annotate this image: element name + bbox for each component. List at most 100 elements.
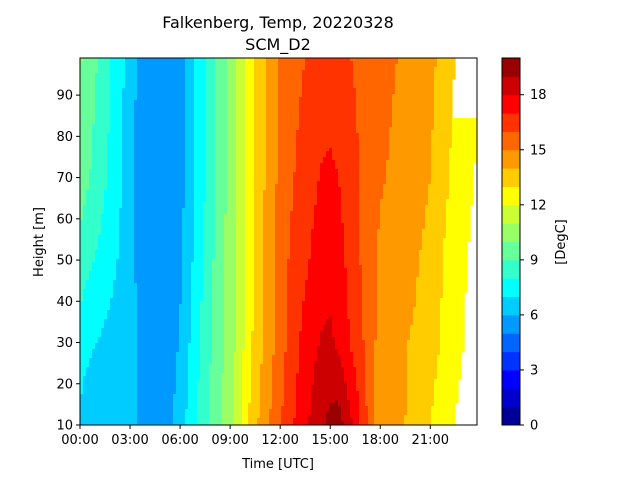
contour-cell <box>275 286 288 290</box>
contour-cell <box>221 421 234 425</box>
contour-cell <box>194 64 207 68</box>
contour-cell <box>194 61 207 65</box>
contour-cell <box>425 220 447 224</box>
contour-cell <box>233 364 243 368</box>
contour-cell <box>236 340 246 344</box>
contour-cell <box>236 313 246 317</box>
contour-cell <box>188 361 201 365</box>
contour-cell <box>80 97 96 101</box>
contour-cell <box>194 124 207 128</box>
contour-cell <box>185 94 195 98</box>
contour-cell <box>296 391 312 395</box>
contour-cell <box>374 352 408 356</box>
contour-cell <box>80 328 102 332</box>
contour-cell <box>134 214 183 218</box>
contour-cell <box>215 202 228 206</box>
contour-cell <box>362 337 378 341</box>
contour-cell <box>173 406 189 410</box>
contour-cell <box>287 307 303 311</box>
contour-cell <box>299 337 321 341</box>
contour-cell <box>236 280 246 284</box>
contour-cell <box>227 88 237 92</box>
contour-cell <box>431 409 456 413</box>
contour-cell <box>386 175 432 179</box>
contour-cell <box>194 79 207 83</box>
contour-cell <box>122 142 135 146</box>
contour-cell <box>446 208 471 212</box>
contour-cell <box>137 349 180 353</box>
contour-cell <box>254 232 264 236</box>
chart-title: Falkenberg, Temp, 20220328 <box>162 13 394 32</box>
contour-cell <box>206 103 216 107</box>
contour-cell <box>251 370 261 374</box>
contour-cell <box>266 100 279 104</box>
contour-cell <box>338 181 360 185</box>
contour-cell <box>284 391 297 395</box>
contour-cell <box>236 73 246 77</box>
contour-cell <box>233 361 243 365</box>
contour-cell <box>290 211 315 215</box>
contour-cell <box>302 316 330 320</box>
contour-cell <box>95 73 111 77</box>
contour-cell <box>332 319 351 323</box>
contour-cell <box>242 397 252 401</box>
colorbar-segment <box>502 351 520 371</box>
contour-cell <box>194 130 207 134</box>
contour-cell <box>122 193 135 197</box>
contour-cell <box>332 331 351 335</box>
contour-cell <box>113 295 138 299</box>
contour-cell <box>296 154 327 158</box>
contour-cell <box>434 124 453 128</box>
contour-cell <box>194 100 207 104</box>
contour-cell <box>122 154 135 158</box>
contour-cell <box>350 343 366 347</box>
contour-cell <box>176 361 189 365</box>
contour-cell <box>185 166 195 170</box>
contour-cell <box>134 244 183 248</box>
contour-cell <box>395 64 438 68</box>
contour-cell <box>251 373 261 377</box>
contour-cell <box>317 202 342 206</box>
contour-cell <box>227 109 237 113</box>
contour-cell <box>344 262 360 266</box>
contour-cell <box>380 214 426 218</box>
contour-cell <box>182 301 192 305</box>
colorbar-segment <box>502 241 520 261</box>
contour-cell <box>80 235 99 239</box>
contour-cell <box>215 97 228 101</box>
contour-cell <box>296 412 312 416</box>
contour-cell <box>275 319 288 323</box>
contour-cell <box>422 238 444 242</box>
contour-cell <box>200 346 213 350</box>
contour-cell <box>236 133 246 137</box>
contour-cell <box>182 265 192 269</box>
contour-cell <box>227 142 237 146</box>
contour-cell <box>227 127 237 131</box>
colorbar-label: [DegC] <box>554 219 569 264</box>
contour-cell <box>179 331 192 335</box>
contour-cell <box>215 85 228 89</box>
contour-cell <box>236 346 246 350</box>
contour-cell <box>185 58 195 62</box>
contour-cell <box>185 202 195 206</box>
contour-cell <box>233 415 243 419</box>
contour-cell <box>269 412 282 416</box>
contour-cell <box>284 394 297 398</box>
contour-cell <box>299 346 318 350</box>
contour-cell <box>122 187 135 191</box>
contour-cell <box>245 274 255 278</box>
contour-cell <box>293 205 315 209</box>
contour-cell <box>185 109 195 113</box>
contour-cell <box>245 256 255 260</box>
contour-cell <box>434 118 453 122</box>
contour-cell <box>434 73 456 77</box>
contour-cell <box>374 349 408 353</box>
contour-cell <box>254 61 267 65</box>
contour-cell <box>224 247 237 251</box>
contour-cell <box>203 292 213 296</box>
contour-cell <box>299 112 357 116</box>
contour-cell <box>212 325 225 329</box>
contour-cell <box>200 307 213 311</box>
contour-cell <box>242 421 249 425</box>
contour-cell <box>236 205 246 209</box>
